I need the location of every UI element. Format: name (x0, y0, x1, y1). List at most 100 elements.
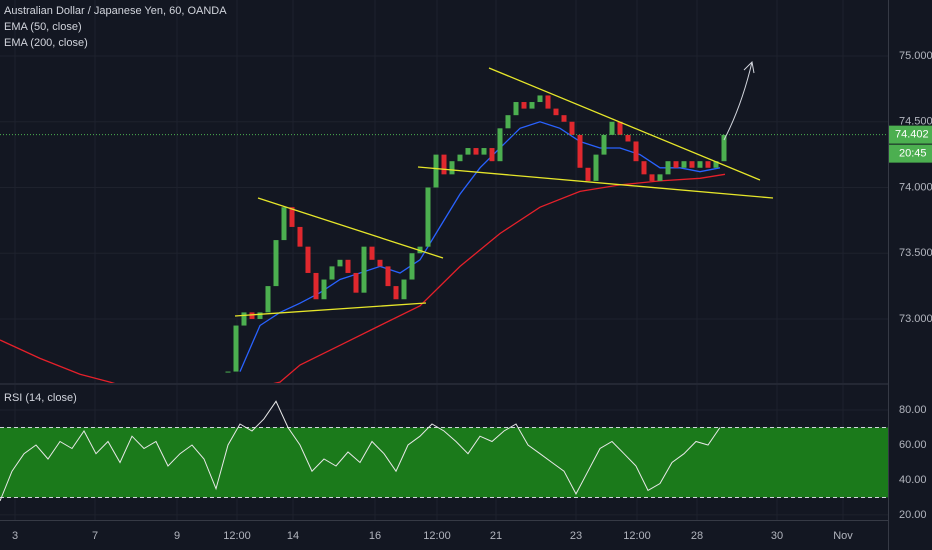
line (0, 400, 721, 502)
candle (609, 121, 615, 135)
legend-entry: EMA (50, close) (4, 21, 82, 33)
candle (297, 226, 303, 247)
candle (601, 134, 607, 155)
candle (689, 161, 695, 168)
candle (521, 102, 527, 109)
candle (449, 161, 455, 175)
candle (625, 134, 631, 142)
candle (537, 95, 543, 103)
candle (321, 279, 327, 300)
x-tick-label: 9 (174, 530, 180, 542)
candle (561, 115, 567, 122)
candle (329, 266, 335, 280)
price-tag-label: 74.402 (895, 129, 929, 141)
y-tick-label: 20.00 (899, 509, 927, 521)
candle (305, 246, 311, 273)
candle (617, 121, 623, 135)
candle (361, 246, 367, 293)
candle (721, 134, 727, 162)
x-tick-label: 23 (570, 530, 582, 542)
candle (649, 174, 655, 181)
drawings (234, 60, 774, 317)
candle (553, 108, 559, 116)
rsi-pane (0, 400, 888, 502)
trend-line (417, 166, 774, 199)
candle (673, 161, 679, 168)
candle (473, 148, 479, 155)
y-tick-label: 74.000 (899, 181, 932, 193)
candle (633, 141, 639, 162)
y-tick-label: 75.000 (899, 50, 932, 62)
y-tick-label: 74.500 (899, 116, 932, 128)
x-tick-label: 3 (12, 530, 18, 542)
x-tick-label: 7 (92, 530, 98, 542)
candle (225, 371, 231, 373)
candle (489, 148, 495, 162)
candle (401, 279, 407, 300)
candle (233, 325, 239, 372)
candle (593, 154, 599, 181)
x-tick-label: 28 (691, 530, 703, 542)
candle (641, 161, 647, 175)
candle (257, 312, 263, 319)
candle (465, 148, 471, 155)
candle (577, 134, 583, 168)
candle (497, 128, 503, 162)
candle (457, 154, 463, 162)
candle (585, 167, 591, 181)
candle (385, 266, 391, 287)
x-tick-label: 14 (287, 530, 299, 542)
candle (481, 148, 487, 155)
y-tick-label: 80.00 (899, 404, 927, 416)
x-tick-label: 30 (771, 530, 783, 542)
x-tick-label: 12:00 (623, 530, 651, 542)
y-tick-label: 73.500 (899, 247, 932, 259)
candle (377, 259, 383, 267)
x-tick-label: 21 (490, 530, 502, 542)
candle (345, 259, 351, 273)
rsi-band (0, 427, 888, 498)
candle (273, 240, 279, 287)
candle (569, 121, 575, 135)
x-tick-label: 12:00 (223, 530, 251, 542)
candle (545, 95, 551, 109)
candle (281, 207, 287, 241)
y-tick-label: 73.000 (899, 313, 932, 325)
x-tick-label: 12:00 (423, 530, 451, 542)
candle (697, 161, 703, 168)
candle (665, 161, 671, 175)
candle (241, 312, 247, 326)
candle (265, 286, 271, 313)
candle (353, 272, 359, 293)
candle (505, 115, 511, 129)
trend-line (488, 67, 761, 181)
candle (409, 253, 415, 280)
arrow (723, 60, 755, 141)
price-pane (0, 95, 888, 383)
legend-entry: EMA (200, close) (4, 37, 88, 49)
candle (657, 174, 663, 181)
candle (289, 207, 295, 227)
candle (337, 259, 343, 267)
candle (513, 102, 519, 116)
trend-line (234, 302, 427, 317)
countdown-tag (889, 144, 932, 163)
candle (705, 161, 711, 168)
rsi-title: RSI (14, close) (4, 392, 77, 404)
candle (681, 161, 687, 168)
candle (249, 312, 255, 319)
line (0, 173, 726, 383)
candle (369, 246, 375, 260)
countdown-label: 20:45 (899, 148, 927, 160)
candle (313, 272, 319, 300)
y-tick-label: 40.00 (899, 474, 927, 486)
trend-line (257, 197, 444, 259)
candle (433, 154, 439, 188)
y-tick-label: 60.00 (899, 439, 927, 451)
line (239, 121, 721, 372)
x-tick-label: Nov (833, 530, 853, 542)
x-tick-label: 16 (369, 530, 381, 542)
candle (529, 102, 535, 109)
candle (393, 286, 399, 300)
